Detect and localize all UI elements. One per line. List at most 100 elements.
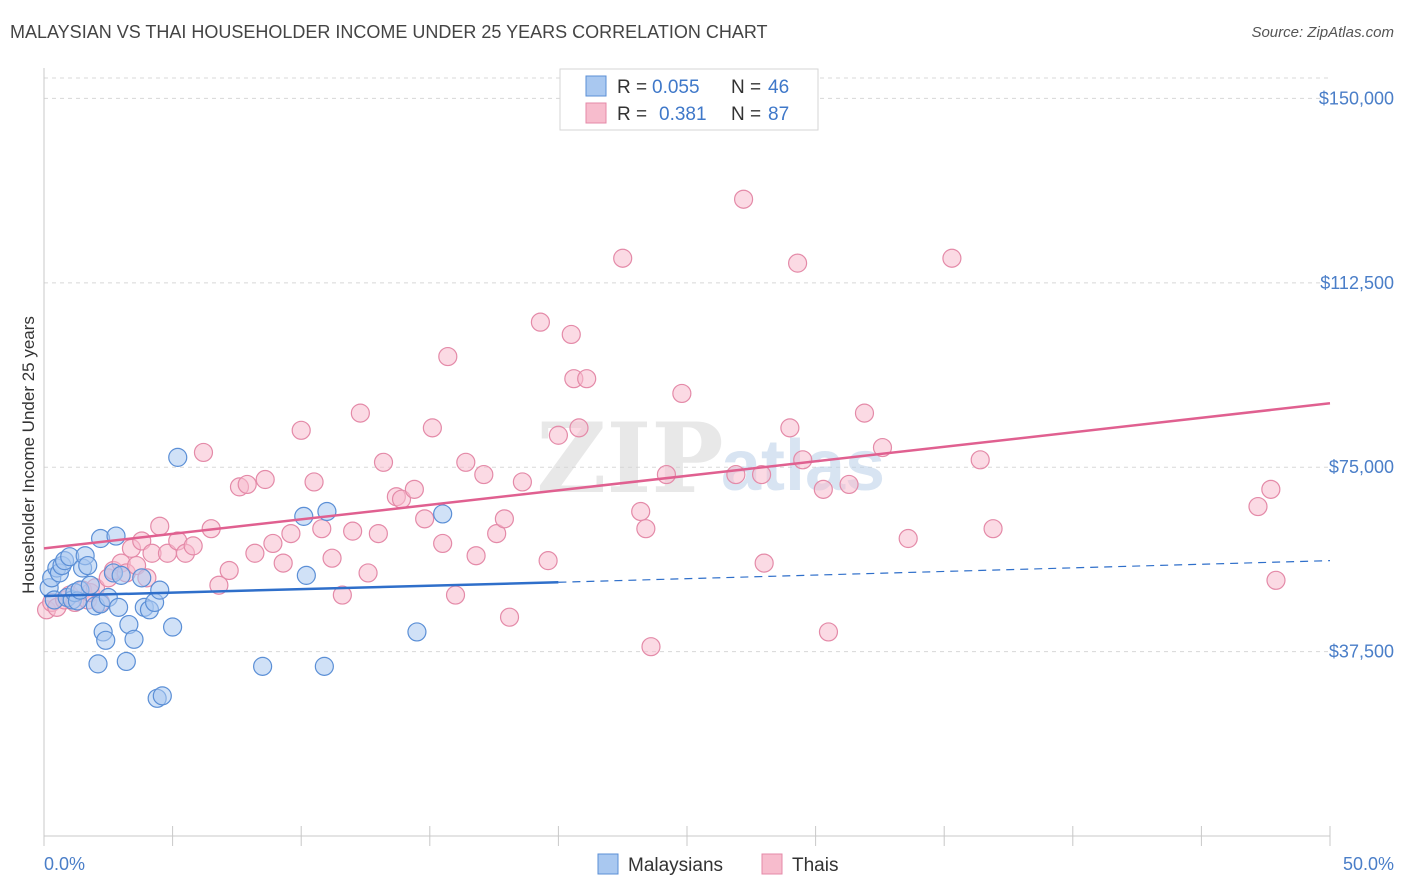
thai-point — [343, 521, 363, 541]
thai-point — [358, 563, 378, 583]
malaysian-trend-line — [43, 581, 559, 598]
thai-point — [733, 189, 754, 209]
thai-point — [373, 452, 394, 472]
malaysian-point — [80, 575, 100, 595]
thai-point — [787, 253, 808, 273]
thai-point — [754, 553, 774, 573]
thai-point — [530, 312, 550, 332]
thai-point — [636, 519, 656, 539]
malaysian-point — [132, 568, 152, 588]
watermark-zip: ZIP — [536, 402, 723, 515]
thai-point — [150, 516, 170, 536]
legend-swatch-thais — [585, 102, 607, 124]
thai-point — [672, 383, 692, 404]
thai-point — [183, 536, 203, 556]
thai-point — [245, 543, 265, 563]
thai-point — [538, 551, 558, 571]
watermark: ZIP atlas — [536, 402, 885, 515]
source-label: Source: ZipAtlas.com — [1251, 24, 1394, 41]
malaysian-point — [88, 654, 108, 674]
legend-r-label-thais: R = — [617, 104, 647, 125]
thai-point — [898, 528, 918, 549]
malaysian-point — [253, 656, 273, 676]
thai-point — [813, 479, 833, 499]
malaysian-point — [296, 565, 316, 585]
legend-n-label-malaysians: N = — [731, 77, 761, 98]
thai-point — [780, 418, 800, 438]
legend-bottom-label-thais: Thais — [792, 855, 838, 876]
y-tick-label: $37,500 — [1329, 642, 1394, 662]
thai-point — [332, 585, 352, 605]
y-tick-label: $150,000 — [1319, 88, 1394, 108]
thai-point — [422, 418, 442, 438]
thai-point — [456, 452, 476, 472]
thai-point — [368, 523, 388, 544]
thai-point — [291, 420, 311, 440]
thai-point — [656, 464, 677, 485]
thai-point — [281, 523, 301, 544]
thai-point — [613, 248, 633, 268]
thai-point — [512, 472, 532, 492]
legend-n-value-malaysians: 46 — [768, 77, 789, 98]
malaysian-point — [433, 504, 453, 524]
thai-point — [983, 519, 1003, 539]
thai-point — [445, 585, 466, 605]
thai-point — [793, 450, 813, 470]
thai-point — [577, 369, 597, 389]
legend-top: R = 0.055 N = 46 R = 0.381 N = 87 — [559, 68, 819, 131]
y-tick-label: $112,500 — [1320, 273, 1394, 293]
thai-point — [569, 418, 589, 438]
malaysian-point — [168, 447, 188, 467]
x-tick-label-min: 0.0% — [44, 854, 85, 874]
thai-point — [219, 560, 239, 581]
malaysian-point — [163, 617, 183, 637]
legend-r-value-malaysians: 0.055 — [652, 77, 700, 98]
legend-r-value-thais: 0.381 — [659, 104, 707, 125]
thai-point — [263, 533, 283, 554]
malaysian-point — [78, 555, 98, 576]
legend-r-label-malaysians: R = — [617, 77, 647, 98]
thai-point — [641, 637, 661, 657]
legend-bottom-label-malaysians: Malaysians — [628, 855, 723, 876]
thai-point — [854, 403, 875, 423]
thai-point — [631, 501, 651, 522]
legend-bottom-swatch-thais — [761, 853, 783, 875]
malaysian-point — [150, 580, 170, 600]
legend-n-value-thais: 87 — [768, 104, 789, 125]
thai-point — [942, 248, 962, 268]
thai-point — [494, 509, 514, 529]
thai-point — [273, 553, 293, 573]
thai-point — [499, 607, 520, 627]
thai-point — [350, 403, 370, 423]
malaysian-point — [111, 565, 131, 585]
legend-n-label-thais: N = — [731, 104, 761, 125]
thai-point — [433, 533, 453, 554]
thai-point — [818, 622, 839, 642]
malaysian-trend-line-extension — [558, 560, 1331, 583]
thai-trend-line — [43, 402, 1331, 550]
x-tick-label-max: 50.0% — [1343, 854, 1394, 874]
thai-point — [548, 425, 569, 445]
legend-bottom: Malaysians Thais — [597, 853, 838, 876]
x-ticks — [43, 826, 1331, 846]
thai-point — [1266, 570, 1286, 590]
y-tick-labels: $37,500 $75,000 $112,500 $150,000 — [1319, 88, 1394, 661]
malaysian-point — [124, 629, 144, 649]
thai-point — [415, 509, 435, 529]
thai-point — [304, 472, 324, 492]
thai-point — [839, 474, 859, 495]
malaysian-point — [407, 622, 427, 642]
malaysian-point — [106, 526, 126, 546]
thai-point — [726, 464, 746, 485]
malaysian-point — [96, 630, 116, 650]
thai-point — [312, 519, 332, 539]
malaysian-points — [39, 447, 453, 708]
thai-point — [404, 479, 424, 499]
thai-point — [438, 346, 458, 367]
thai-point — [466, 546, 486, 566]
thai-point — [970, 450, 990, 470]
thai-point — [237, 474, 257, 495]
thai-point — [1261, 479, 1281, 499]
thai-point — [1248, 496, 1268, 517]
